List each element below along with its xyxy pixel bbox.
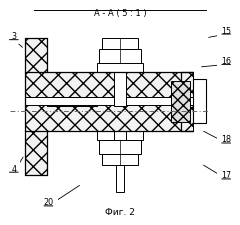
Bar bbox=[24, 106, 187, 131]
Bar bbox=[97, 131, 143, 140]
Bar bbox=[114, 72, 126, 107]
Text: 20: 20 bbox=[43, 198, 54, 206]
Bar bbox=[99, 50, 141, 63]
Text: 15: 15 bbox=[221, 26, 231, 35]
Bar bbox=[97, 63, 143, 72]
Text: 17: 17 bbox=[221, 171, 231, 180]
Bar bbox=[193, 80, 206, 124]
Bar bbox=[99, 140, 141, 154]
Bar bbox=[24, 39, 47, 72]
Text: 16: 16 bbox=[221, 57, 231, 65]
Text: А - А ( 5 : 1 ): А - А ( 5 : 1 ) bbox=[94, 9, 146, 18]
Bar bbox=[181, 106, 193, 131]
Bar bbox=[181, 72, 193, 98]
Bar bbox=[24, 72, 187, 98]
Bar bbox=[116, 165, 124, 192]
Bar bbox=[24, 131, 47, 175]
Bar bbox=[171, 81, 190, 123]
Text: Фиг. 2: Фиг. 2 bbox=[105, 207, 135, 216]
Text: 18: 18 bbox=[221, 135, 231, 144]
Bar bbox=[102, 154, 138, 165]
Text: 3: 3 bbox=[11, 32, 16, 41]
Bar bbox=[114, 131, 126, 140]
Text: 4: 4 bbox=[11, 164, 16, 173]
Bar bbox=[102, 39, 138, 50]
